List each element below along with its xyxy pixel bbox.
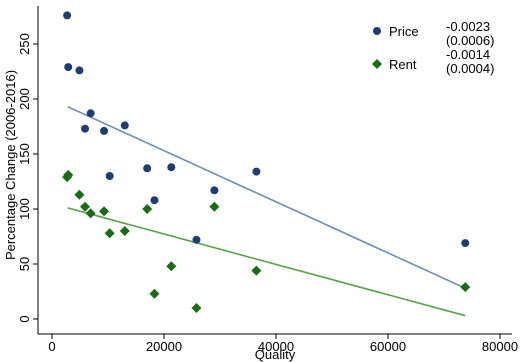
data-points xyxy=(62,11,471,313)
rent-point xyxy=(99,206,110,217)
rent-point xyxy=(80,201,91,212)
rent-point xyxy=(251,265,262,276)
rent-point xyxy=(149,288,160,299)
y-tick-label: 0 xyxy=(17,315,32,322)
price-point xyxy=(210,186,219,195)
x-tick-label: 0 xyxy=(48,339,55,354)
legend-marker-rent xyxy=(372,59,382,69)
rent-fit-line xyxy=(67,207,466,317)
price-point xyxy=(143,164,152,173)
y-axis-title: Percentage Change (2006-2016) xyxy=(3,70,18,260)
price-point xyxy=(120,121,129,130)
price-point xyxy=(167,163,176,172)
x-tick-label: 20000 xyxy=(146,339,182,354)
fit-lines xyxy=(67,105,466,317)
legend-coef-price: -0.0023 xyxy=(446,19,490,34)
rent-point xyxy=(74,189,85,200)
legend-label-rent: Rent xyxy=(389,57,417,72)
x-tick-label: 60000 xyxy=(370,339,406,354)
rent-point xyxy=(191,303,202,313)
price-point xyxy=(86,109,95,118)
y-tick-label: 150 xyxy=(17,143,32,165)
x-tick-label: 40000 xyxy=(258,339,294,354)
legend-se-price: (0.0006) xyxy=(446,33,494,48)
price-point xyxy=(63,11,72,20)
price-point xyxy=(192,235,201,244)
price-point xyxy=(64,63,73,72)
rent-point xyxy=(209,201,220,212)
rent-point xyxy=(63,169,74,180)
legend-marker-price xyxy=(373,27,381,35)
price-fit-line xyxy=(67,105,466,289)
y-tick-label: 200 xyxy=(17,88,32,110)
rent-point xyxy=(104,228,115,239)
rent-point xyxy=(166,261,177,272)
price-point xyxy=(81,124,90,133)
x-axis-title: Quality xyxy=(255,347,296,362)
y-tick-label: 250 xyxy=(17,33,32,55)
price-point xyxy=(461,239,470,248)
y-tick-label: 100 xyxy=(17,198,32,220)
y-tick-label: 50 xyxy=(17,257,32,271)
legend-coef-rent: -0.0014 xyxy=(446,47,490,62)
price-point xyxy=(75,66,84,75)
price-point xyxy=(105,172,114,180)
rent-point xyxy=(460,282,471,293)
legend-se-rent: (0.0004) xyxy=(446,61,494,76)
axes: 0 20000 40000 60000 80000 0 50 100 150 200 250 Qual… xyxy=(3,6,518,362)
x-tick-label: 80000 xyxy=(482,339,518,354)
legend: Price -0.0023(0.0006) Rent -0.0014(0.0004) xyxy=(372,19,494,76)
price-point xyxy=(252,167,261,176)
price-point xyxy=(100,126,109,135)
rent-point xyxy=(119,226,130,236)
rent-point xyxy=(85,208,96,219)
rent-point xyxy=(142,204,153,214)
price-point xyxy=(150,196,159,205)
legend-label-price: Price xyxy=(389,24,419,39)
